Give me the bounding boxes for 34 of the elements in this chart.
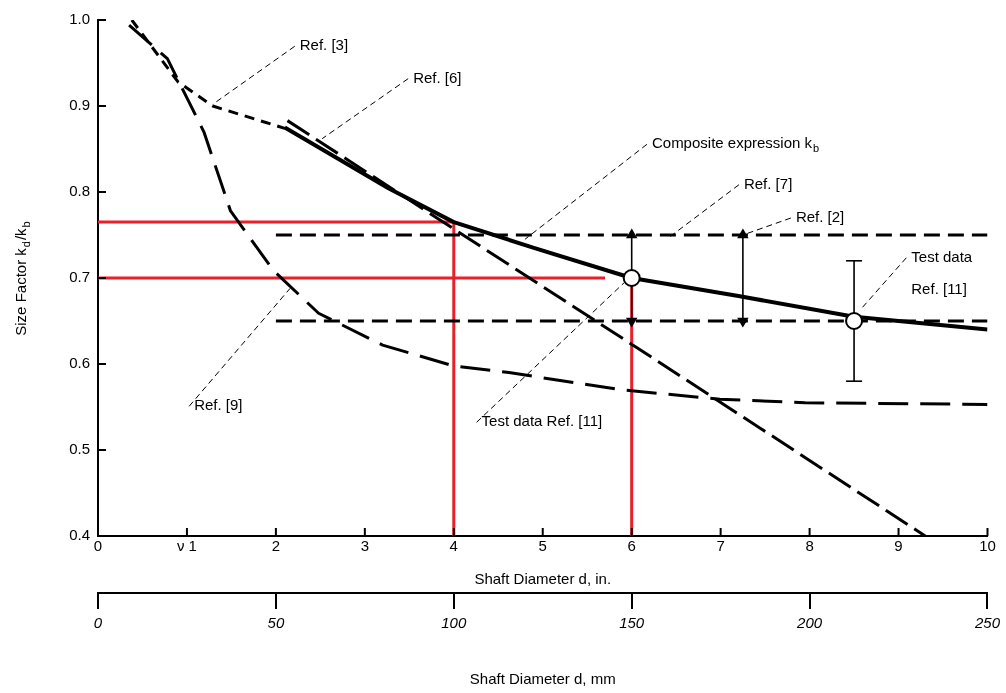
y-tick-label: 1.0 xyxy=(69,10,90,28)
x2-axis-title: Shaft Diameter d, mm xyxy=(469,670,616,688)
annotation: Test data Ref. [11] xyxy=(911,247,973,297)
x2-tick-label: 200 xyxy=(796,614,823,632)
y-axis-title: Size Factor kd/kb xyxy=(12,221,32,336)
x2-tick-label: 0 xyxy=(93,614,103,632)
x-tick-label: 5 xyxy=(538,537,547,555)
y-tick-label: 0.8 xyxy=(69,182,90,200)
annotation: Ref. [3] xyxy=(299,36,349,54)
y-tick-label: 0.6 xyxy=(69,354,90,372)
annotation: Ref. [2] xyxy=(795,208,845,226)
x2-tick-label: 100 xyxy=(441,614,467,632)
x-tick-label: 7 xyxy=(716,537,725,555)
annotation: Ref. [6] xyxy=(413,68,462,86)
y-tick-label: 0.9 xyxy=(69,96,90,114)
annotation: Ref. [9] xyxy=(194,396,243,414)
y-tick-label: 0.4 xyxy=(69,526,90,544)
y-tick-label: 0.5 xyxy=(69,440,90,458)
x-tick-label: ν 1 xyxy=(176,537,197,555)
annotation: Ref. [7] xyxy=(743,174,793,192)
annotation: Test data Ref. [11] xyxy=(481,412,603,430)
x-tick-label: 6 xyxy=(627,537,636,555)
x-tick-label: 3 xyxy=(360,537,370,555)
x2-tick-label: 50 xyxy=(267,614,285,632)
x-tick-label: 2 xyxy=(271,537,281,555)
x-tick-label: 8 xyxy=(805,537,814,555)
x2-tick-label: 150 xyxy=(619,614,645,632)
y-tick-label: 0.7 xyxy=(69,268,90,286)
x-tick-label: 4 xyxy=(449,537,458,555)
x-tick-label: 0 xyxy=(93,537,103,555)
x-axis-title: Shaft Diameter d, in. xyxy=(474,570,612,588)
x-tick-label: 10 xyxy=(979,537,996,555)
x2-tick-label: 250 xyxy=(973,614,1001,632)
x-tick-label: 9 xyxy=(894,537,903,555)
